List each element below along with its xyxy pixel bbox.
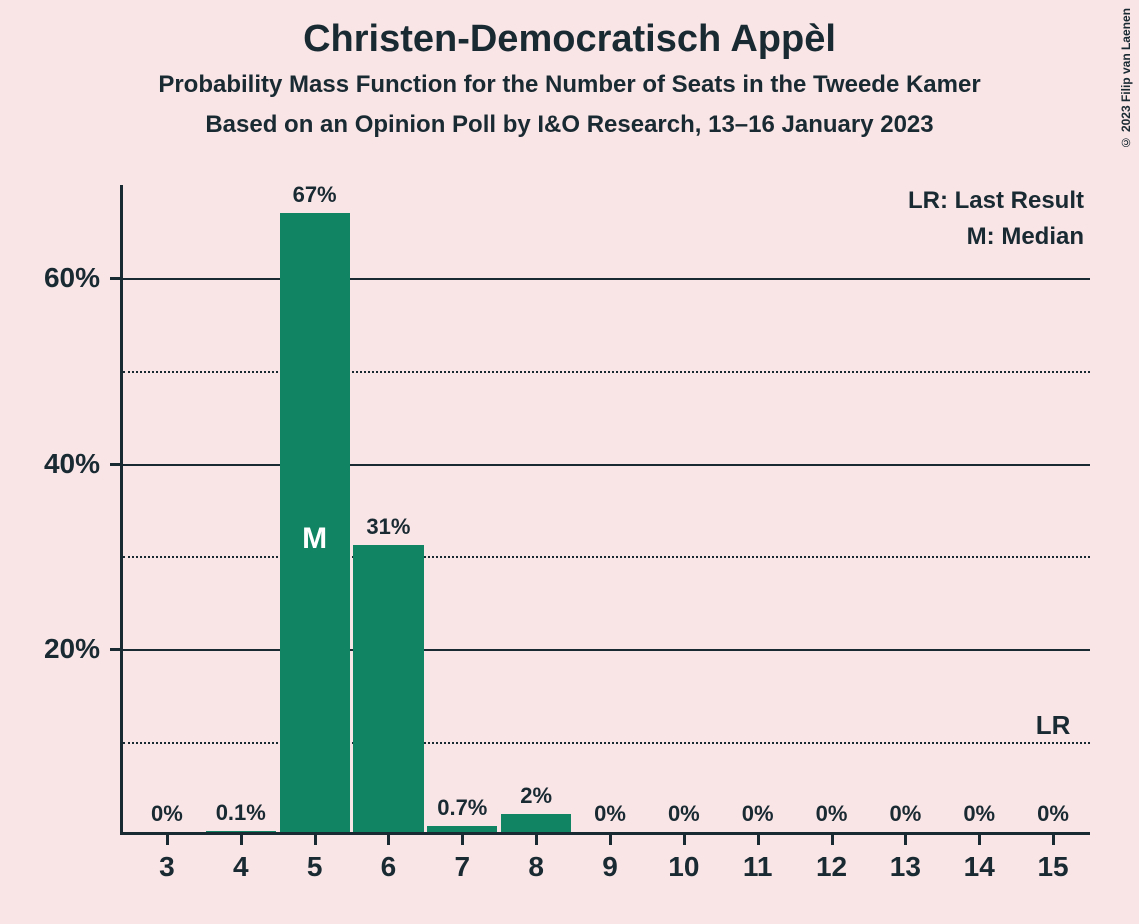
xtick-mark — [461, 835, 464, 845]
xtick-label: 9 — [580, 851, 640, 883]
grid-major — [123, 649, 1090, 651]
xtick-label: 15 — [1023, 851, 1083, 883]
xtick-label: 7 — [432, 851, 492, 883]
bar-value-label: 0% — [865, 801, 945, 827]
bar-value-label: 0% — [939, 801, 1019, 827]
ytick-label: 20% — [0, 633, 100, 665]
median-marker: M — [302, 522, 327, 556]
xtick-mark — [904, 835, 907, 845]
xtick-mark — [1052, 835, 1055, 845]
bar-value-label: 0% — [792, 801, 872, 827]
x-axis-line — [120, 832, 1090, 835]
chart-area: LR: Last Result M: Median 20%40%60%0%30.… — [40, 175, 1110, 895]
xtick-mark — [535, 835, 538, 845]
xtick-mark — [387, 835, 390, 845]
xtick-label: 14 — [949, 851, 1009, 883]
xtick-mark — [609, 835, 612, 845]
bar-value-label: 0.7% — [422, 795, 502, 821]
grid-minor — [123, 556, 1090, 558]
xtick-label: 8 — [506, 851, 566, 883]
legend: LR: Last Result M: Median — [908, 187, 1084, 259]
xtick-mark — [240, 835, 243, 845]
xtick-label: 4 — [211, 851, 271, 883]
bar-value-label: 2% — [496, 783, 576, 809]
copyright-text: © 2023 Filip van Laenen — [1119, 8, 1133, 149]
bar-value-label: 0% — [718, 801, 798, 827]
plot-area: LR: Last Result M: Median 20%40%60%0%30.… — [120, 185, 1090, 835]
y-axis-line — [120, 185, 123, 835]
xtick-mark — [978, 835, 981, 845]
bar-value-label: 0% — [127, 801, 207, 827]
xtick-label: 11 — [728, 851, 788, 883]
legend-m: M: Median — [908, 223, 1084, 251]
bar — [206, 831, 276, 832]
chart-subtitle-1: Probability Mass Function for the Number… — [0, 71, 1139, 99]
bar-value-label: 67% — [275, 182, 355, 208]
xtick-mark — [831, 835, 834, 845]
chart-subtitle-2: Based on an Opinion Poll by I&O Research… — [0, 111, 1139, 139]
grid-major — [123, 464, 1090, 466]
ytick-mark — [110, 277, 120, 280]
xtick-label: 13 — [875, 851, 935, 883]
xtick-label: 12 — [802, 851, 862, 883]
bar — [353, 545, 423, 832]
bar — [427, 826, 497, 832]
chart-title: Christen-Democratisch Appèl — [0, 0, 1139, 61]
ytick-label: 40% — [0, 448, 100, 480]
xtick-label: 3 — [137, 851, 197, 883]
ytick-mark — [110, 648, 120, 651]
grid-minor — [123, 371, 1090, 373]
lr-marker: LR — [1036, 710, 1071, 741]
legend-lr: LR: Last Result — [908, 187, 1084, 215]
bar-value-label: 0% — [1013, 801, 1093, 827]
xtick-mark — [757, 835, 760, 845]
bar-value-label: 0.1% — [201, 800, 281, 826]
grid-minor — [123, 742, 1090, 744]
grid-major — [123, 278, 1090, 280]
ytick-mark — [110, 463, 120, 466]
xtick-mark — [166, 835, 169, 845]
xtick-label: 10 — [654, 851, 714, 883]
bar-value-label: 0% — [644, 801, 724, 827]
xtick-mark — [314, 835, 317, 845]
ytick-label: 60% — [0, 262, 100, 294]
xtick-label: 5 — [285, 851, 345, 883]
bar — [501, 814, 571, 832]
bar-value-label: 31% — [348, 514, 428, 540]
xtick-mark — [683, 835, 686, 845]
xtick-label: 6 — [358, 851, 418, 883]
bar-value-label: 0% — [570, 801, 650, 827]
